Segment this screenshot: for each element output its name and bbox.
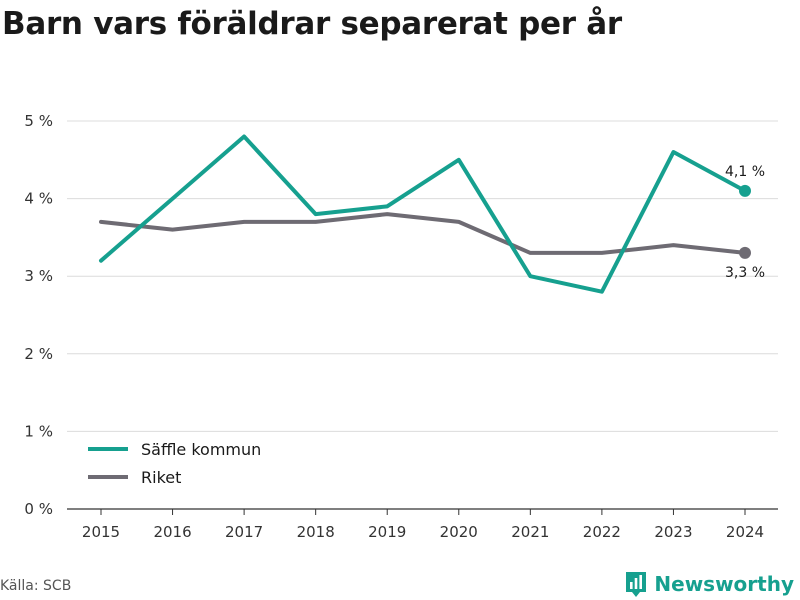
legend-label: Säffle kommun — [141, 440, 261, 459]
x-tick-label: 2017 — [225, 523, 263, 541]
x-tick-label: 2019 — [368, 523, 406, 541]
y-tick-label: 2 % — [24, 345, 53, 363]
x-tick-label: 2023 — [654, 523, 692, 541]
y-tick-label: 0 % — [24, 500, 53, 518]
x-tick-label: 2015 — [82, 523, 120, 541]
y-tick-label: 3 % — [24, 267, 53, 285]
brand-logo: Newsworthy — [624, 570, 794, 598]
y-tick-label: 4 % — [24, 190, 53, 208]
legend-label: Riket — [141, 468, 181, 487]
series-line-riket — [99, 212, 747, 255]
data-label-riket: 3,3 % — [725, 265, 765, 281]
source-note: Källa: SCB — [0, 578, 72, 594]
series-end-point-saffle — [739, 184, 751, 197]
data-label-saffle: 4,1 % — [725, 164, 765, 180]
series-line-saffle — [99, 134, 747, 294]
y-tick-label: 5 % — [24, 112, 53, 130]
x-tick-label: 2016 — [153, 523, 191, 541]
brand-name: Newsworthy — [654, 572, 794, 596]
chart-title: Barn vars föräldrar separerat per år — [2, 6, 622, 42]
series-end-point-riket — [739, 246, 751, 259]
x-tick-label: 2022 — [583, 523, 621, 541]
x-tick-label: 2020 — [440, 523, 478, 541]
x-tick-label: 2024 — [726, 523, 764, 541]
y-tick-label: 1 % — [24, 422, 53, 440]
x-tick-label: 2021 — [511, 523, 549, 541]
newsworthy-logo-icon — [626, 572, 647, 597]
x-tick-label: 2018 — [297, 523, 335, 541]
